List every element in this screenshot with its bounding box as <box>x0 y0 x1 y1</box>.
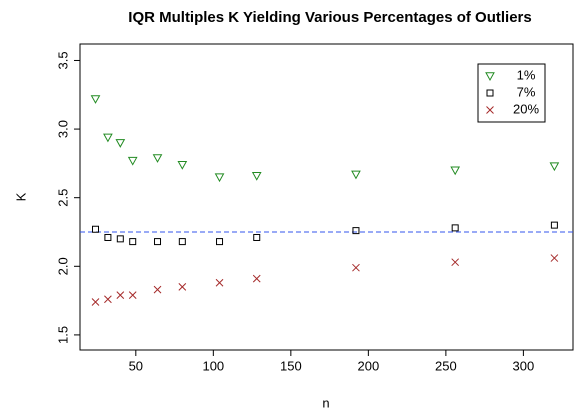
marker <box>450 166 461 176</box>
marker <box>91 298 100 306</box>
marker <box>253 233 261 241</box>
marker <box>550 221 558 229</box>
marker <box>351 170 361 180</box>
marker <box>451 224 459 232</box>
y-tick-label: 3.0 <box>55 120 70 138</box>
y-tick-label: 3.5 <box>55 51 70 69</box>
marker <box>127 156 138 166</box>
legend-label: 7% <box>517 84 536 99</box>
legend-label: 1% <box>517 67 536 82</box>
y-axis-label: K <box>13 192 28 201</box>
x-tick-label: 150 <box>280 358 302 373</box>
marker <box>152 154 163 163</box>
x-tick-label: 250 <box>435 358 457 373</box>
marker <box>251 172 262 181</box>
x-tick-label: 300 <box>513 358 535 373</box>
marker <box>92 225 100 233</box>
marker <box>215 278 224 287</box>
marker <box>104 295 112 304</box>
marker <box>154 238 162 246</box>
marker <box>451 258 460 267</box>
marker <box>129 238 137 246</box>
y-tick-label: 2.0 <box>55 257 70 275</box>
x-tick-label: 100 <box>202 358 224 373</box>
legend-marker <box>485 72 495 82</box>
x-tick-label: 50 <box>129 358 143 373</box>
marker <box>115 139 126 148</box>
legend-marker <box>486 89 494 97</box>
marker <box>116 235 124 243</box>
marker <box>178 283 187 291</box>
marker <box>90 95 101 104</box>
legend-box <box>477 63 546 123</box>
chart-title: IQR Multiples K Yielding Various Percent… <box>128 9 531 26</box>
marker <box>104 233 112 241</box>
marker <box>116 291 125 299</box>
marker <box>177 161 188 170</box>
marker <box>216 238 224 246</box>
marker <box>103 133 113 143</box>
marker <box>549 162 560 172</box>
marker <box>252 274 261 283</box>
legend-marker <box>486 106 494 114</box>
marker <box>550 254 559 262</box>
legend-label: 20% <box>513 101 539 116</box>
x-axis-label: n <box>322 395 329 410</box>
y-tick-label: 1.5 <box>55 326 70 344</box>
marker <box>153 285 162 294</box>
marker <box>352 263 360 272</box>
x-tick-label: 200 <box>358 358 380 373</box>
marker <box>178 238 186 246</box>
marker <box>128 291 137 299</box>
marker <box>352 227 360 235</box>
y-tick-label: 2.5 <box>55 189 70 207</box>
marker <box>214 173 225 183</box>
plot-frame <box>79 43 574 351</box>
